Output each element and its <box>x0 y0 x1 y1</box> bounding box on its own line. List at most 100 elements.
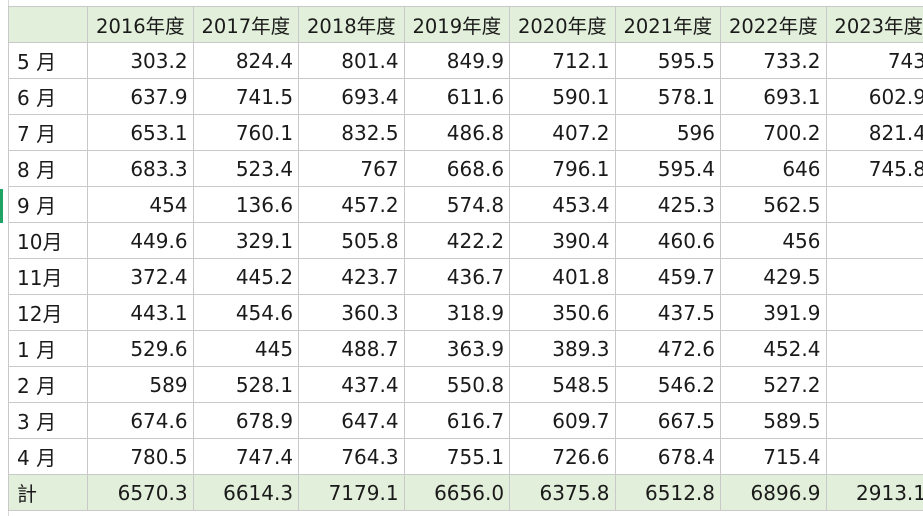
value-cell[interactable]: 674.6 <box>87 402 194 439</box>
total-label[interactable]: 計 <box>7 474 89 511</box>
value-cell[interactable]: 562.5 <box>720 186 827 223</box>
value-cell[interactable]: 653.1 <box>87 114 194 151</box>
value-cell[interactable]: 523.4 <box>192 150 300 187</box>
month-cell[interactable]: 11月 <box>7 258 89 295</box>
value-cell[interactable]: 407.2 <box>509 114 616 151</box>
total-cell[interactable]: 6656.0 <box>403 474 511 511</box>
total-cell[interactable]: 7179.1 <box>298 474 405 511</box>
value-cell[interactable]: 715.4 <box>720 438 827 475</box>
value-cell[interactable]: 764.3 <box>298 438 405 475</box>
value-cell[interactable] <box>825 366 923 403</box>
value-cell[interactable]: 529.6 <box>87 330 194 367</box>
month-cell[interactable]: 10月 <box>7 222 89 259</box>
value-cell[interactable]: 460.6 <box>614 222 722 259</box>
month-cell[interactable]: 3 月 <box>7 402 89 439</box>
month-cell[interactable]: 5 月 <box>7 42 89 79</box>
value-cell[interactable]: 574.8 <box>403 186 511 223</box>
year-header[interactable]: 2023年度 <box>825 6 923 43</box>
value-cell[interactable]: 401.8 <box>509 258 616 295</box>
value-cell[interactable]: 429.5 <box>720 258 827 295</box>
value-cell[interactable]: 528.1 <box>192 366 300 403</box>
value-cell[interactable]: 760.1 <box>192 114 300 151</box>
value-cell[interactable]: 453.4 <box>509 186 616 223</box>
value-cell[interactable]: 578.1 <box>614 78 722 115</box>
value-cell[interactable]: 527.2 <box>720 366 827 403</box>
year-header[interactable]: 2016年度 <box>87 6 194 43</box>
value-cell[interactable] <box>825 294 923 331</box>
value-cell[interactable] <box>825 186 923 223</box>
value-cell[interactable]: 456 <box>720 222 827 259</box>
value-cell[interactable]: 136.6 <box>192 186 300 223</box>
value-cell[interactable]: 350.6 <box>509 294 616 331</box>
value-cell[interactable]: 437.4 <box>298 366 405 403</box>
value-cell[interactable] <box>825 222 923 259</box>
value-cell[interactable]: 726.6 <box>509 438 616 475</box>
value-cell[interactable]: 303.2 <box>87 42 194 79</box>
value-cell[interactable]: 832.5 <box>298 114 405 151</box>
month-cell[interactable]: 7 月 <box>7 114 89 151</box>
value-cell[interactable]: 590.1 <box>509 78 616 115</box>
value-cell[interactable]: 849.9 <box>403 42 511 79</box>
value-cell[interactable]: 693.4 <box>298 78 405 115</box>
value-cell[interactable]: 459.7 <box>614 258 722 295</box>
value-cell[interactable]: 589.5 <box>720 402 827 439</box>
year-header[interactable]: 2019年度 <box>403 6 511 43</box>
month-cell[interactable]: 2 月 <box>7 366 89 403</box>
value-cell[interactable]: 693.1 <box>720 78 827 115</box>
value-cell[interactable] <box>825 402 923 439</box>
value-cell[interactable]: 360.3 <box>298 294 405 331</box>
value-cell[interactable]: 596 <box>614 114 722 151</box>
value-cell[interactable]: 796.1 <box>509 150 616 187</box>
value-cell[interactable]: 546.2 <box>614 366 722 403</box>
value-cell[interactable]: 391.9 <box>720 294 827 331</box>
value-cell[interactable]: 550.8 <box>403 366 511 403</box>
year-header[interactable]: 2018年度 <box>298 6 405 43</box>
total-cell[interactable]: 6614.3 <box>192 474 300 511</box>
month-cell[interactable]: 6 月 <box>7 78 89 115</box>
value-cell[interactable] <box>825 258 923 295</box>
month-cell[interactable]: 9 月 <box>7 186 89 223</box>
value-cell[interactable]: 505.8 <box>298 222 405 259</box>
value-cell[interactable]: 422.2 <box>403 222 511 259</box>
value-cell[interactable]: 683.3 <box>87 150 194 187</box>
total-cell[interactable]: 6375.8 <box>509 474 616 511</box>
value-cell[interactable]: 436.7 <box>403 258 511 295</box>
total-cell[interactable]: 2913.1 <box>825 474 923 511</box>
value-cell[interactable]: 821.4 <box>825 114 923 151</box>
value-cell[interactable]: 611.6 <box>403 78 511 115</box>
total-cell[interactable]: 6570.3 <box>87 474 194 511</box>
value-cell[interactable]: 780.5 <box>87 438 194 475</box>
year-header[interactable]: 2017年度 <box>192 6 300 43</box>
value-cell[interactable]: 712.1 <box>509 42 616 79</box>
value-cell[interactable]: 755.1 <box>403 438 511 475</box>
value-cell[interactable]: 801.4 <box>298 42 405 79</box>
year-header[interactable]: 2020年度 <box>509 6 616 43</box>
total-cell[interactable]: 6512.8 <box>614 474 722 511</box>
value-cell[interactable]: 457.2 <box>298 186 405 223</box>
value-cell[interactable]: 743 <box>825 42 923 79</box>
value-cell[interactable]: 363.9 <box>403 330 511 367</box>
value-cell[interactable]: 741.5 <box>192 78 300 115</box>
value-cell[interactable]: 454 <box>87 186 194 223</box>
value-cell[interactable]: 486.8 <box>403 114 511 151</box>
value-cell[interactable]: 747.4 <box>192 438 300 475</box>
month-cell[interactable]: 1 月 <box>7 330 89 367</box>
value-cell[interactable]: 437.5 <box>614 294 722 331</box>
value-cell[interactable]: 667.5 <box>614 402 722 439</box>
value-cell[interactable]: 445 <box>192 330 300 367</box>
value-cell[interactable]: 646 <box>720 150 827 187</box>
total-cell[interactable]: 6896.9 <box>720 474 827 511</box>
value-cell[interactable]: 472.6 <box>614 330 722 367</box>
value-cell[interactable]: 700.2 <box>720 114 827 151</box>
value-cell[interactable]: 454.6 <box>192 294 300 331</box>
value-cell[interactable]: 824.4 <box>192 42 300 79</box>
value-cell[interactable]: 390.4 <box>509 222 616 259</box>
month-cell[interactable]: 8 月 <box>7 150 89 187</box>
value-cell[interactable]: 745.8 <box>825 150 923 187</box>
corner-cell[interactable] <box>7 6 89 43</box>
value-cell[interactable]: 329.1 <box>192 222 300 259</box>
value-cell[interactable]: 609.7 <box>509 402 616 439</box>
value-cell[interactable]: 318.9 <box>403 294 511 331</box>
value-cell[interactable]: 678.4 <box>614 438 722 475</box>
value-cell[interactable]: 647.4 <box>298 402 405 439</box>
